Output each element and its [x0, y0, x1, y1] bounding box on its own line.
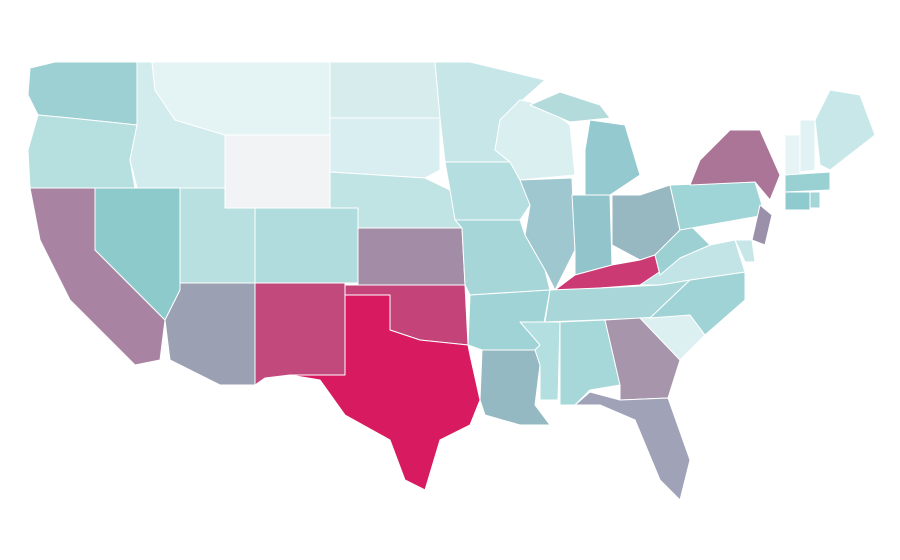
state-region [254, 207, 359, 284]
state-region [519, 177, 576, 291]
state-region [669, 181, 766, 231]
state-region [574, 391, 691, 501]
state-region [27, 114, 138, 189]
state-region [734, 239, 756, 263]
state-region [784, 191, 811, 211]
state-region [799, 119, 816, 173]
state-region [689, 129, 781, 201]
state-region [584, 119, 641, 196]
state-region [814, 89, 876, 171]
state-region [639, 239, 746, 286]
state-region [329, 117, 441, 179]
state-region [809, 191, 821, 209]
state-region [254, 282, 346, 386]
state-region [494, 99, 576, 181]
state-region [289, 294, 481, 491]
state-region [329, 61, 441, 119]
state-region [751, 204, 773, 246]
state-region [164, 282, 256, 386]
state-region [529, 91, 611, 123]
state-region [571, 194, 613, 276]
state-region [784, 171, 831, 193]
state-region [357, 227, 466, 286]
state-region [224, 134, 331, 209]
state-region [784, 134, 801, 176]
